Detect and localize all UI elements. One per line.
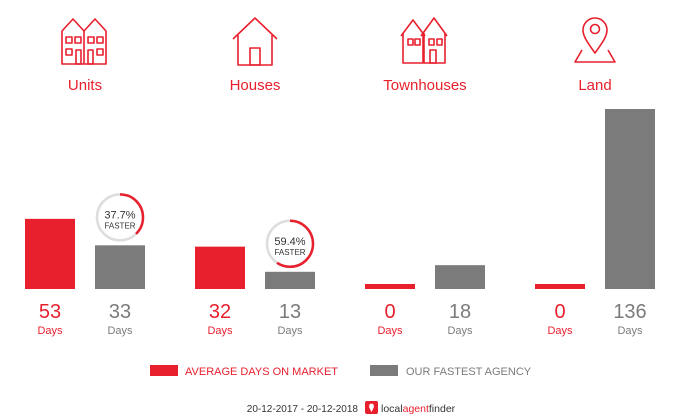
value-labels-group: 53 Days 33 Days 32 Days 13 Days 0 Days 18 Days 0 Days… bbox=[37, 301, 646, 337]
bars-group bbox=[25, 109, 655, 289]
house-icon bbox=[232, 17, 278, 66]
unit-label-units-agency: Days bbox=[107, 325, 133, 337]
brand-agent: agent bbox=[403, 403, 429, 415]
faster-ring-houses: 59.4%FASTER bbox=[265, 219, 315, 269]
category-label-units: Units bbox=[68, 77, 102, 94]
unit-label-units-market: Days bbox=[37, 325, 63, 337]
brand-local: local bbox=[381, 403, 403, 415]
category-label-townhouses: Townhouses bbox=[383, 77, 466, 94]
faster-label: FASTER bbox=[104, 221, 135, 230]
value-label-houses-market: 32 bbox=[209, 301, 231, 323]
unit-label-houses-market: Days bbox=[207, 325, 233, 337]
unit-label-townhouses-market: Days bbox=[377, 325, 403, 337]
units-icon bbox=[61, 18, 107, 65]
bar-units-market bbox=[25, 218, 75, 289]
bar-townhouses-agency bbox=[435, 265, 485, 289]
brand-name: localagentfinder bbox=[381, 403, 456, 415]
bar-units-agency bbox=[95, 245, 145, 289]
value-label-units-market: 53 bbox=[39, 301, 61, 323]
category-label-houses: Houses bbox=[230, 77, 281, 94]
ring-progress bbox=[95, 193, 145, 242]
bar-land-agency bbox=[605, 109, 655, 289]
value-label-houses-agency: 13 bbox=[279, 301, 301, 323]
legend-label-market: AVERAGE DAYS ON MARKET bbox=[185, 366, 338, 378]
unit-label-land-agency: Days bbox=[617, 325, 643, 337]
value-label-units-agency: 33 bbox=[109, 301, 131, 323]
legend-swatch-agency bbox=[370, 365, 398, 376]
value-label-land-agency: 136 bbox=[613, 301, 646, 323]
category-label-land: Land bbox=[578, 77, 611, 94]
faster-percent: 37.7% bbox=[104, 209, 135, 221]
bar-townhouses-market bbox=[365, 284, 415, 289]
value-label-townhouses-market: 0 bbox=[384, 301, 395, 323]
bar-land-market bbox=[535, 284, 585, 289]
unit-label-land-market: Days bbox=[547, 325, 573, 337]
value-label-land-market: 0 bbox=[554, 301, 565, 323]
legend-swatch-market bbox=[150, 365, 178, 376]
unit-label-houses-agency: Days bbox=[277, 325, 303, 337]
legend-label-agency: OUR FASTEST AGENCY bbox=[406, 366, 532, 378]
faster-ring-units: 37.7%FASTER bbox=[95, 193, 145, 242]
bar-houses-agency bbox=[265, 271, 315, 289]
faster-percent: 59.4% bbox=[274, 236, 305, 248]
legend: AVERAGE DAYS ON MARKET OUR FASTEST AGENC… bbox=[150, 365, 532, 378]
land-pin-icon bbox=[574, 17, 616, 63]
ring-progress bbox=[265, 219, 315, 269]
unit-label-townhouses-agency: Days bbox=[447, 325, 473, 337]
bar-houses-market bbox=[195, 246, 245, 289]
townhouses-icon bbox=[400, 17, 448, 64]
value-label-townhouses-agency: 18 bbox=[449, 301, 471, 323]
localagentfinder-logo-icon bbox=[365, 401, 378, 414]
date-range: 20-12-2017 - 20-12-2018 bbox=[247, 404, 359, 415]
faster-label: FASTER bbox=[274, 248, 305, 257]
brand-finder: finder bbox=[429, 403, 456, 415]
